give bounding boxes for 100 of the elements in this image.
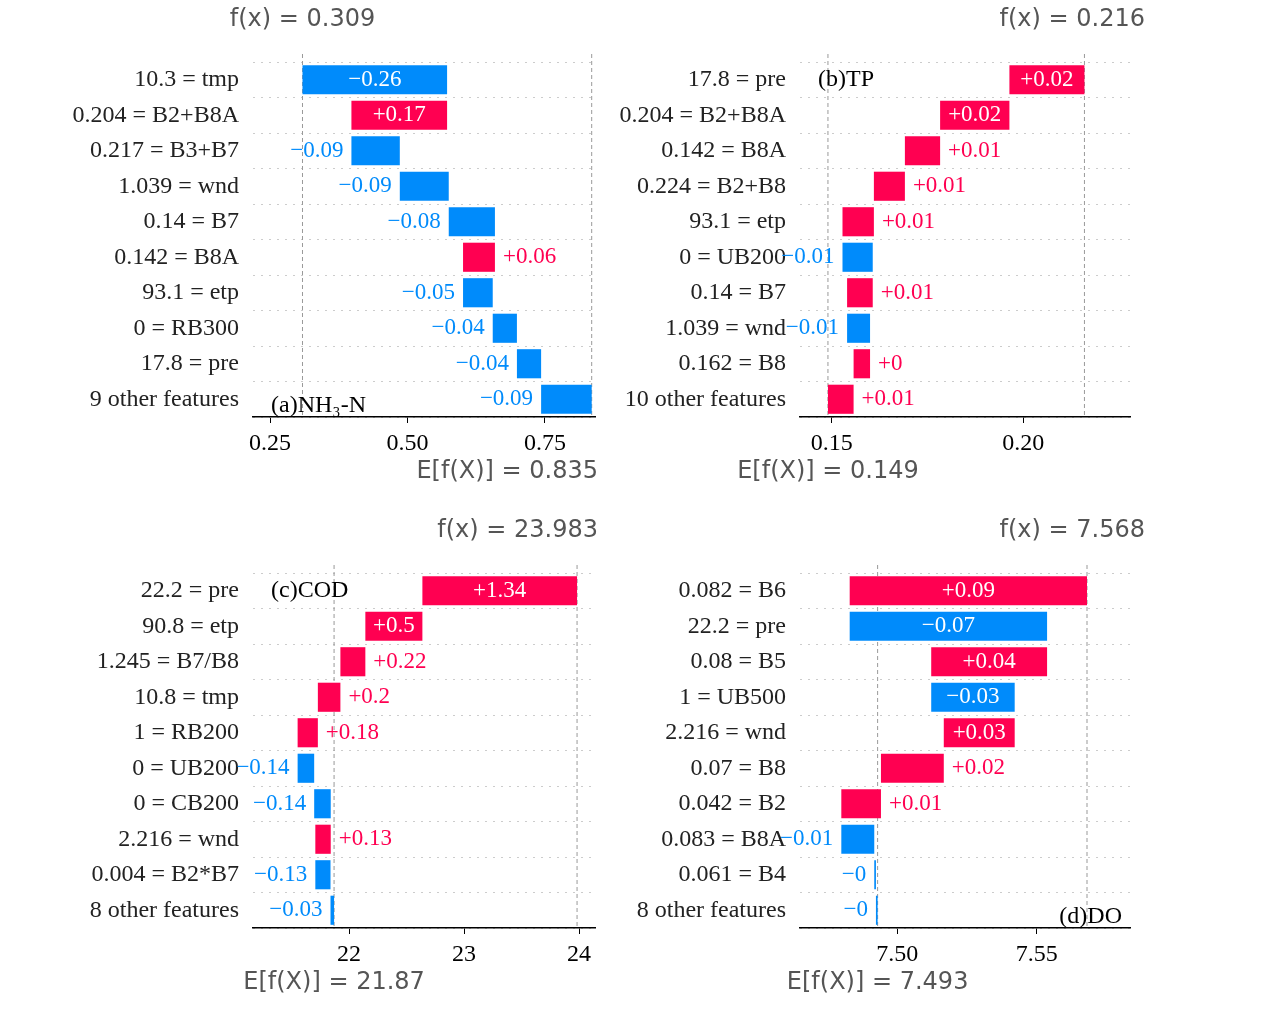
bar [853, 349, 871, 379]
ref-line-label: f(x) = 23.983 [437, 515, 599, 544]
ref-line-label: E[f(X)] = 0.835 [416, 456, 599, 485]
bar [463, 242, 495, 272]
bar [847, 278, 873, 308]
bar [422, 576, 578, 606]
data-label: +0.01 [861, 385, 915, 411]
y-tick-label: 1 = UB500 [679, 682, 786, 709]
data-label: +0.01 [881, 207, 936, 233]
data-label: +0.06 [502, 243, 557, 269]
bar [849, 576, 1088, 606]
data-label: −0.01 [785, 314, 840, 340]
ref-line-label: f(x) = 0.309 [229, 4, 376, 33]
bar [302, 65, 448, 95]
y-tick-label: 0.14 = B7 [690, 278, 786, 305]
y-tick-label: 10.3 = tmp [134, 65, 239, 92]
data-label: +0.01 [880, 278, 934, 304]
x-tick-label: 24 [567, 939, 592, 966]
x-tick-label: 0.15 [810, 428, 853, 455]
bar [849, 611, 1048, 641]
data-label: +0.01 [888, 789, 943, 815]
ref-line-label: f(x) = 7.568 [999, 515, 1145, 544]
y-tick-label: 8 other features [89, 895, 239, 922]
data-label: +0.01 [948, 136, 1002, 162]
bar [297, 753, 315, 783]
y-tick-label: 0.07 = B8 [690, 753, 786, 780]
y-tick-label: 0.204 = B2+B8A [72, 100, 240, 127]
y-tick-label: 0.14 = B7 [143, 207, 239, 234]
y-tick-label: 93.1 = etp [142, 278, 239, 305]
data-label: +1.34 [473, 576, 527, 602]
x-tick-label: 23 [452, 939, 477, 966]
bar [827, 384, 854, 414]
y-tick-label: 0.162 = B8 [678, 349, 786, 376]
y-tick-label: 90.8 = etp [142, 611, 239, 638]
data-label: +0.09 [941, 576, 995, 602]
x-tick-label: 22 [337, 939, 362, 966]
data-label: +0.5 [373, 612, 415, 638]
data-label: +0.02 [951, 754, 1006, 780]
bar [841, 824, 875, 854]
data-label: −0.03 [946, 683, 1000, 709]
data-label: −0.04 [455, 349, 510, 375]
x-tick-label: 7.50 [876, 939, 919, 966]
bar [340, 647, 366, 677]
data-label: −0 [843, 896, 868, 922]
y-tick-label: 9 other features [89, 384, 239, 411]
bar [516, 349, 542, 379]
data-label: −0.14 [236, 754, 291, 780]
y-tick-label: 0.082 = B6 [678, 576, 786, 603]
bar [841, 789, 881, 819]
data-label: −0.26 [348, 65, 402, 91]
data-label: +0.13 [338, 825, 392, 851]
annotation: (a)NH₃-N [271, 390, 366, 417]
annotation: (d)DO [1059, 901, 1122, 928]
bar [448, 207, 495, 237]
data-label: −0.13 [254, 860, 308, 886]
y-tick-label: 0.08 = B5 [690, 647, 786, 674]
y-tick-label: 17.8 = pre [687, 65, 786, 92]
y-tick-label: 2.216 = wnd [118, 824, 239, 851]
data-label: −0.09 [479, 385, 534, 411]
data-label: −0.04 [431, 314, 486, 340]
bar [297, 718, 318, 748]
bar [351, 100, 448, 130]
y-tick-label: 8 other features [636, 895, 786, 922]
y-tick-label: 0.004 = B2*B7 [91, 860, 239, 887]
bar [842, 207, 874, 237]
y-tick-label: 0.042 = B2 [678, 789, 786, 816]
data-label: −0.09 [338, 172, 392, 198]
data-label: +0.18 [325, 718, 380, 744]
y-tick-label: 0 = RB300 [133, 313, 239, 340]
y-tick-label: 1.039 = wnd [118, 171, 239, 198]
y-tick-label: 93.1 = etp [689, 207, 786, 234]
data-label: +0 [878, 349, 903, 375]
bar [492, 313, 517, 343]
annotation: (b)TP [818, 65, 874, 92]
bar [463, 278, 493, 308]
bar [317, 682, 341, 712]
y-tick-label: 0 = CB200 [133, 789, 239, 816]
y-tick-label: 1.245 = B7/B8 [96, 647, 239, 674]
data-label: +0.17 [372, 101, 426, 127]
ref-line-label: E[f(X)] = 0.149 [737, 456, 919, 485]
data-label: +0.04 [962, 647, 1017, 673]
data-label: +0.03 [952, 718, 1006, 744]
data-label: +0.01 [912, 172, 967, 198]
y-tick-label: 17.8 = pre [140, 349, 239, 376]
x-tick-label: 0.50 [386, 428, 429, 455]
y-tick-label: 10 other features [624, 384, 786, 411]
y-tick-label: 1 = RB200 [133, 718, 239, 745]
data-label: −0.08 [387, 207, 441, 233]
bar [873, 171, 905, 201]
bar [931, 647, 1048, 677]
y-tick-label: 10.8 = tmp [134, 682, 239, 709]
y-tick-label: 22.2 = pre [140, 576, 239, 603]
data-label: −0 [841, 860, 867, 886]
y-tick-label: 2.216 = wnd [665, 718, 786, 745]
x-tick-label: 0.25 [249, 428, 292, 455]
y-tick-label: 0.061 = B4 [678, 860, 786, 887]
ref-line-label: E[f(X)] = 21.87 [243, 967, 425, 996]
bar [314, 789, 331, 819]
x-tick-label: 0.20 [1002, 428, 1045, 455]
data-label: −0.05 [401, 278, 456, 304]
